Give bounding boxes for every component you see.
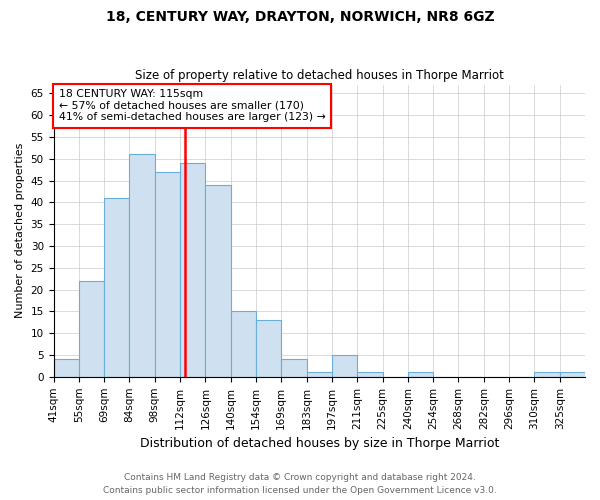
Bar — [560, 372, 585, 377]
Text: 18 CENTURY WAY: 115sqm
← 57% of detached houses are smaller (170)
41% of semi-de: 18 CENTURY WAY: 115sqm ← 57% of detached… — [59, 89, 326, 122]
Text: Contains HM Land Registry data © Crown copyright and database right 2024.
Contai: Contains HM Land Registry data © Crown c… — [103, 474, 497, 495]
Bar — [332, 355, 357, 377]
Bar — [230, 312, 256, 377]
Bar — [180, 163, 205, 377]
Text: 18, CENTURY WAY, DRAYTON, NORWICH, NR8 6GZ: 18, CENTURY WAY, DRAYTON, NORWICH, NR8 6… — [106, 10, 494, 24]
Bar — [307, 372, 332, 377]
Bar — [408, 372, 433, 377]
Bar — [130, 154, 155, 377]
Bar — [155, 172, 180, 377]
Title: Size of property relative to detached houses in Thorpe Marriot: Size of property relative to detached ho… — [135, 69, 504, 82]
Bar — [535, 372, 560, 377]
Bar — [205, 185, 230, 377]
Y-axis label: Number of detached properties: Number of detached properties — [15, 143, 25, 318]
X-axis label: Distribution of detached houses by size in Thorpe Marriot: Distribution of detached houses by size … — [140, 437, 499, 450]
Bar — [53, 360, 79, 377]
Bar — [357, 372, 383, 377]
Bar — [79, 281, 104, 377]
Bar — [256, 320, 281, 377]
Bar — [281, 360, 307, 377]
Bar — [104, 198, 130, 377]
